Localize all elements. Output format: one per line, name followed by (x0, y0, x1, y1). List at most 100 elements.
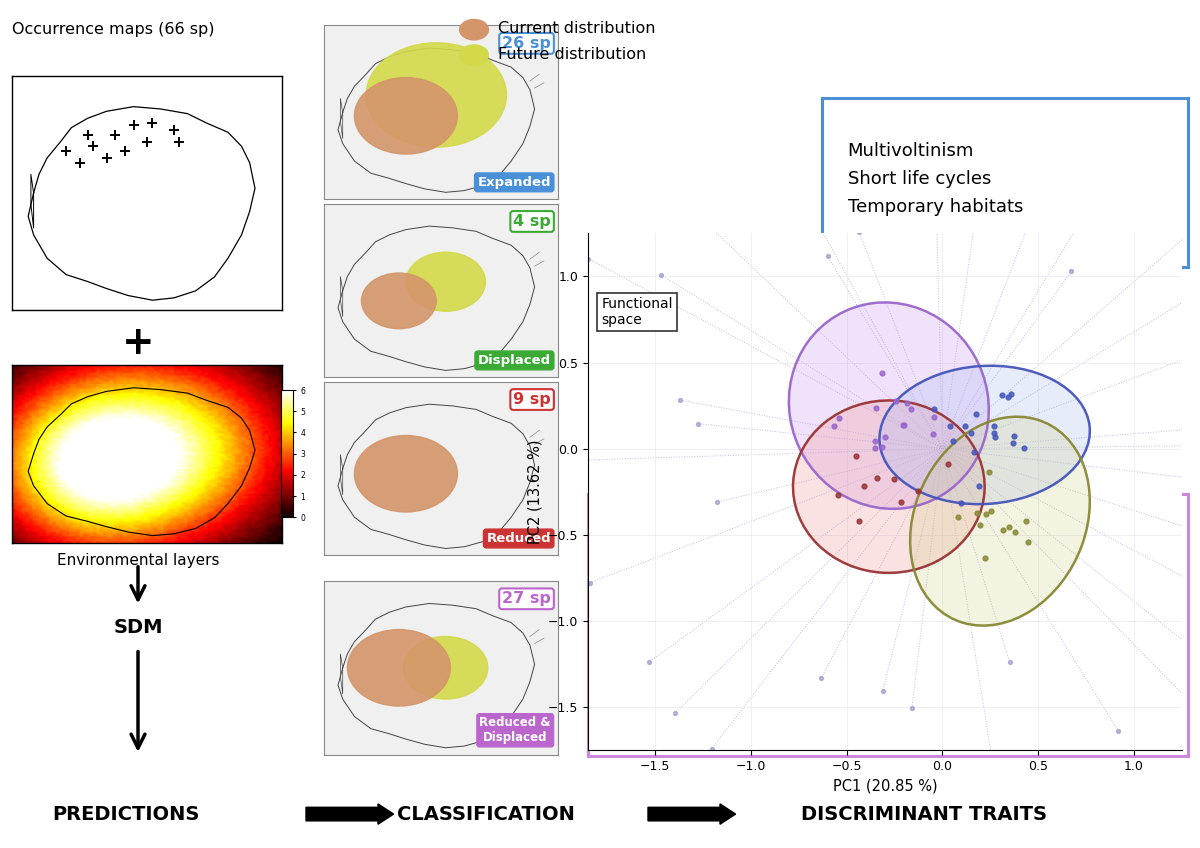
Point (938, 457, 958, 471)
Point (984, 426, 1003, 439)
Point (908, 484, 928, 498)
Point (980, 504, 1000, 517)
Point (898, 396, 917, 410)
Point (884, 472, 904, 486)
Circle shape (354, 436, 457, 512)
Point (1079, 201, 1098, 215)
Point (925, 150, 944, 164)
Point (652, 268, 671, 282)
Point (966, 407, 985, 421)
Point (872, 441, 892, 455)
Text: SDM: SDM (113, 618, 163, 637)
Text: Current distribution: Current distribution (498, 21, 655, 36)
Circle shape (403, 637, 487, 699)
Point (850, 515, 869, 528)
Point (866, 401, 886, 415)
Text: Reduced: Reduced (486, 532, 551, 545)
Point (829, 488, 848, 502)
Point (967, 507, 986, 521)
Circle shape (361, 273, 437, 329)
Text: Occurrence maps (66 sp): Occurrence maps (66 sp) (12, 22, 215, 37)
Point (1188, 422, 1200, 436)
Circle shape (366, 43, 506, 148)
Point (581, 576, 600, 589)
Point (1006, 525, 1025, 538)
Text: 4 sp: 4 sp (514, 214, 551, 229)
Point (902, 701, 922, 715)
Point (578, 252, 598, 265)
Point (874, 683, 893, 697)
Point (941, 419, 960, 432)
Point (895, 418, 914, 432)
Point (970, 480, 989, 494)
Point (992, 388, 1012, 402)
Point (534, 455, 553, 468)
Point (948, 510, 967, 523)
Point (985, 430, 1004, 444)
Point (964, 445, 983, 459)
Point (850, 226, 869, 239)
Point (886, 394, 905, 408)
X-axis label: PC1 (20.85 %): PC1 (20.85 %) (833, 778, 937, 794)
Text: DISCRIMINANT TRAITS: DISCRIMINANT TRAITS (802, 805, 1046, 823)
Point (976, 508, 995, 522)
Text: 27 sp: 27 sp (502, 591, 551, 606)
Point (818, 249, 838, 263)
Point (746, 104, 766, 118)
Text: Environmental layers: Environmental layers (56, 553, 220, 568)
Point (666, 706, 685, 720)
Point (970, 518, 989, 532)
Text: 9 sp: 9 sp (514, 392, 551, 407)
Y-axis label: PC2 (13.62 %): PC2 (13.62 %) (527, 439, 542, 544)
Text: 26 sp: 26 sp (502, 36, 551, 51)
Point (872, 366, 892, 380)
Point (708, 495, 727, 509)
Point (865, 441, 884, 455)
Point (901, 402, 920, 416)
Point (1036, 175, 1055, 188)
Text: CLASSIFICATION: CLASSIFICATION (397, 805, 575, 823)
Text: Semivoltine
Short flying season
Oviposition on gravel
Permanent streams
Small ri: Semivoltine Short flying season Oviposit… (612, 510, 804, 659)
Point (950, 496, 970, 510)
Point (1062, 265, 1081, 278)
Text: Reduced &
Displaced: Reduced & Displaced (480, 717, 551, 745)
Point (1004, 429, 1024, 443)
Point (890, 495, 910, 509)
Point (998, 390, 1018, 404)
Point (1000, 521, 1019, 534)
Ellipse shape (788, 303, 989, 509)
Ellipse shape (880, 365, 1090, 505)
Point (943, 434, 962, 448)
Point (811, 672, 830, 685)
Point (1003, 436, 1022, 449)
Point (925, 410, 944, 423)
Circle shape (354, 78, 457, 154)
Point (1109, 724, 1128, 738)
Point (985, 769, 1004, 783)
Ellipse shape (793, 400, 985, 573)
Circle shape (348, 629, 450, 706)
Point (1194, 708, 1200, 722)
Point (698, 219, 718, 232)
Point (866, 434, 886, 448)
Text: Multivoltinism
Short life cycles
Temporary habitats: Multivoltinism Short life cycles Tempora… (847, 142, 1022, 215)
Point (640, 656, 659, 669)
Point (671, 393, 690, 407)
Point (894, 419, 913, 432)
Point (1002, 388, 1021, 401)
Text: +: + (121, 325, 155, 362)
Point (955, 419, 974, 432)
Point (961, 426, 980, 439)
Point (868, 471, 887, 485)
Circle shape (406, 252, 486, 311)
Point (1016, 514, 1036, 527)
Point (994, 523, 1013, 537)
Point (1014, 442, 1033, 455)
Point (875, 430, 894, 444)
Point (979, 466, 998, 479)
Point (923, 427, 942, 441)
Point (1019, 535, 1038, 549)
Text: Future distribution: Future distribution (498, 47, 647, 62)
Text: PREDICTIONS: PREDICTIONS (53, 805, 199, 823)
Point (829, 411, 848, 425)
